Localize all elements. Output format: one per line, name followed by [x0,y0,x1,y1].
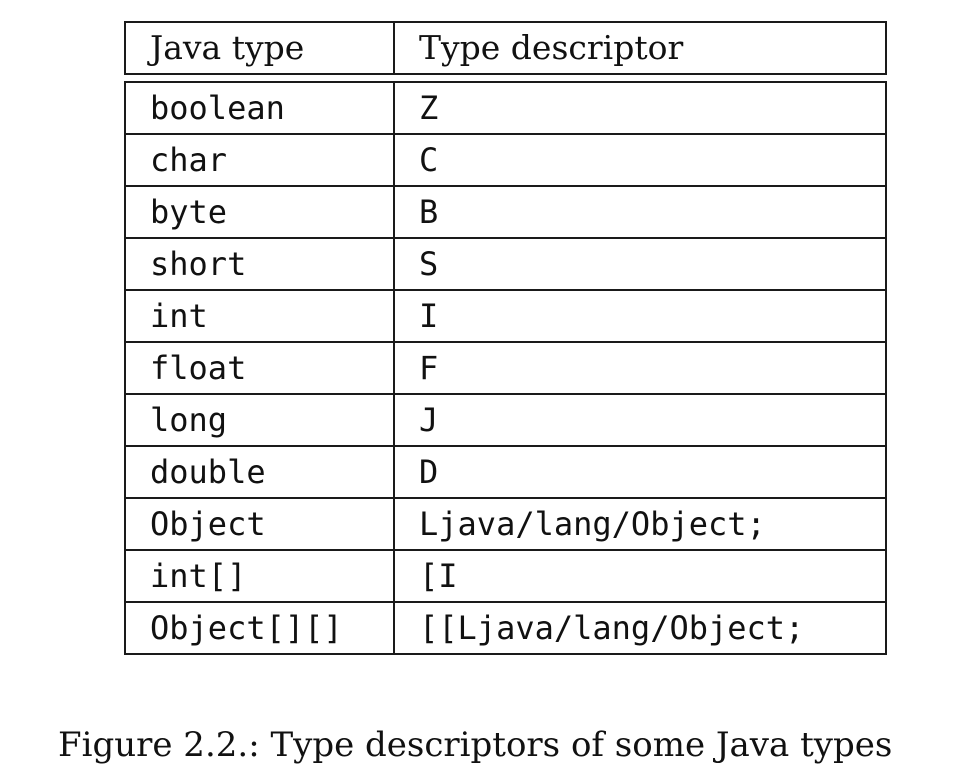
descriptor-cell: [[Ljava/lang/Object; [393,601,887,655]
java-type-cell: boolean [124,81,395,135]
java-type-cell: int [124,289,395,343]
header-row: Java type Type descriptor [124,21,887,75]
table-body: boolean Z char C byte B short S int I fl… [124,81,887,655]
descriptor-cell: F [393,341,887,395]
java-type-cell: double [124,445,395,499]
descriptor-cell: Ljava/lang/Object; [393,497,887,551]
header-type-descriptor: Type descriptor [393,21,887,75]
descriptor-cell: S [393,237,887,291]
table-row: byte B [124,185,887,239]
table-row: short S [124,237,887,291]
descriptor-cell: Z [393,81,887,135]
figure-caption: Figure 2.2.: Type descriptors of some Ja… [58,725,893,765]
table-row: char C [124,133,887,187]
descriptor-cell: [I [393,549,887,603]
java-type-cell: Object[][] [124,601,395,655]
type-descriptor-table: Java type Type descriptor boolean Z char… [124,21,887,655]
table-row: Object[][] [[Ljava/lang/Object; [124,601,887,655]
table-header: Java type Type descriptor [124,21,887,83]
table-row: boolean Z [124,81,887,135]
type-descriptor-table-container: Java type Type descriptor boolean Z char… [124,21,887,655]
java-type-cell: Object [124,497,395,551]
java-type-cell: long [124,393,395,447]
header-java-type: Java type [124,21,395,75]
java-type-cell: byte [124,185,395,239]
table-row: int I [124,289,887,343]
table-row: long J [124,393,887,447]
descriptor-cell: C [393,133,887,187]
header-separator [125,74,886,83]
java-type-cell: short [124,237,395,291]
java-type-cell: int[] [124,549,395,603]
descriptor-cell: B [393,185,887,239]
descriptor-cell: J [393,393,887,447]
table-row: float F [124,341,887,395]
descriptor-cell: I [393,289,887,343]
java-type-cell: char [124,133,395,187]
descriptor-cell: D [393,445,887,499]
table-row: Object Ljava/lang/Object; [124,497,887,551]
table-row: int[] [I [124,549,887,603]
table-row: double D [124,445,887,499]
java-type-cell: float [124,341,395,395]
